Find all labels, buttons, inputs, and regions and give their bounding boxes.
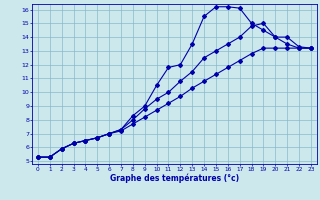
X-axis label: Graphe des températures (°c): Graphe des températures (°c) [110,173,239,183]
